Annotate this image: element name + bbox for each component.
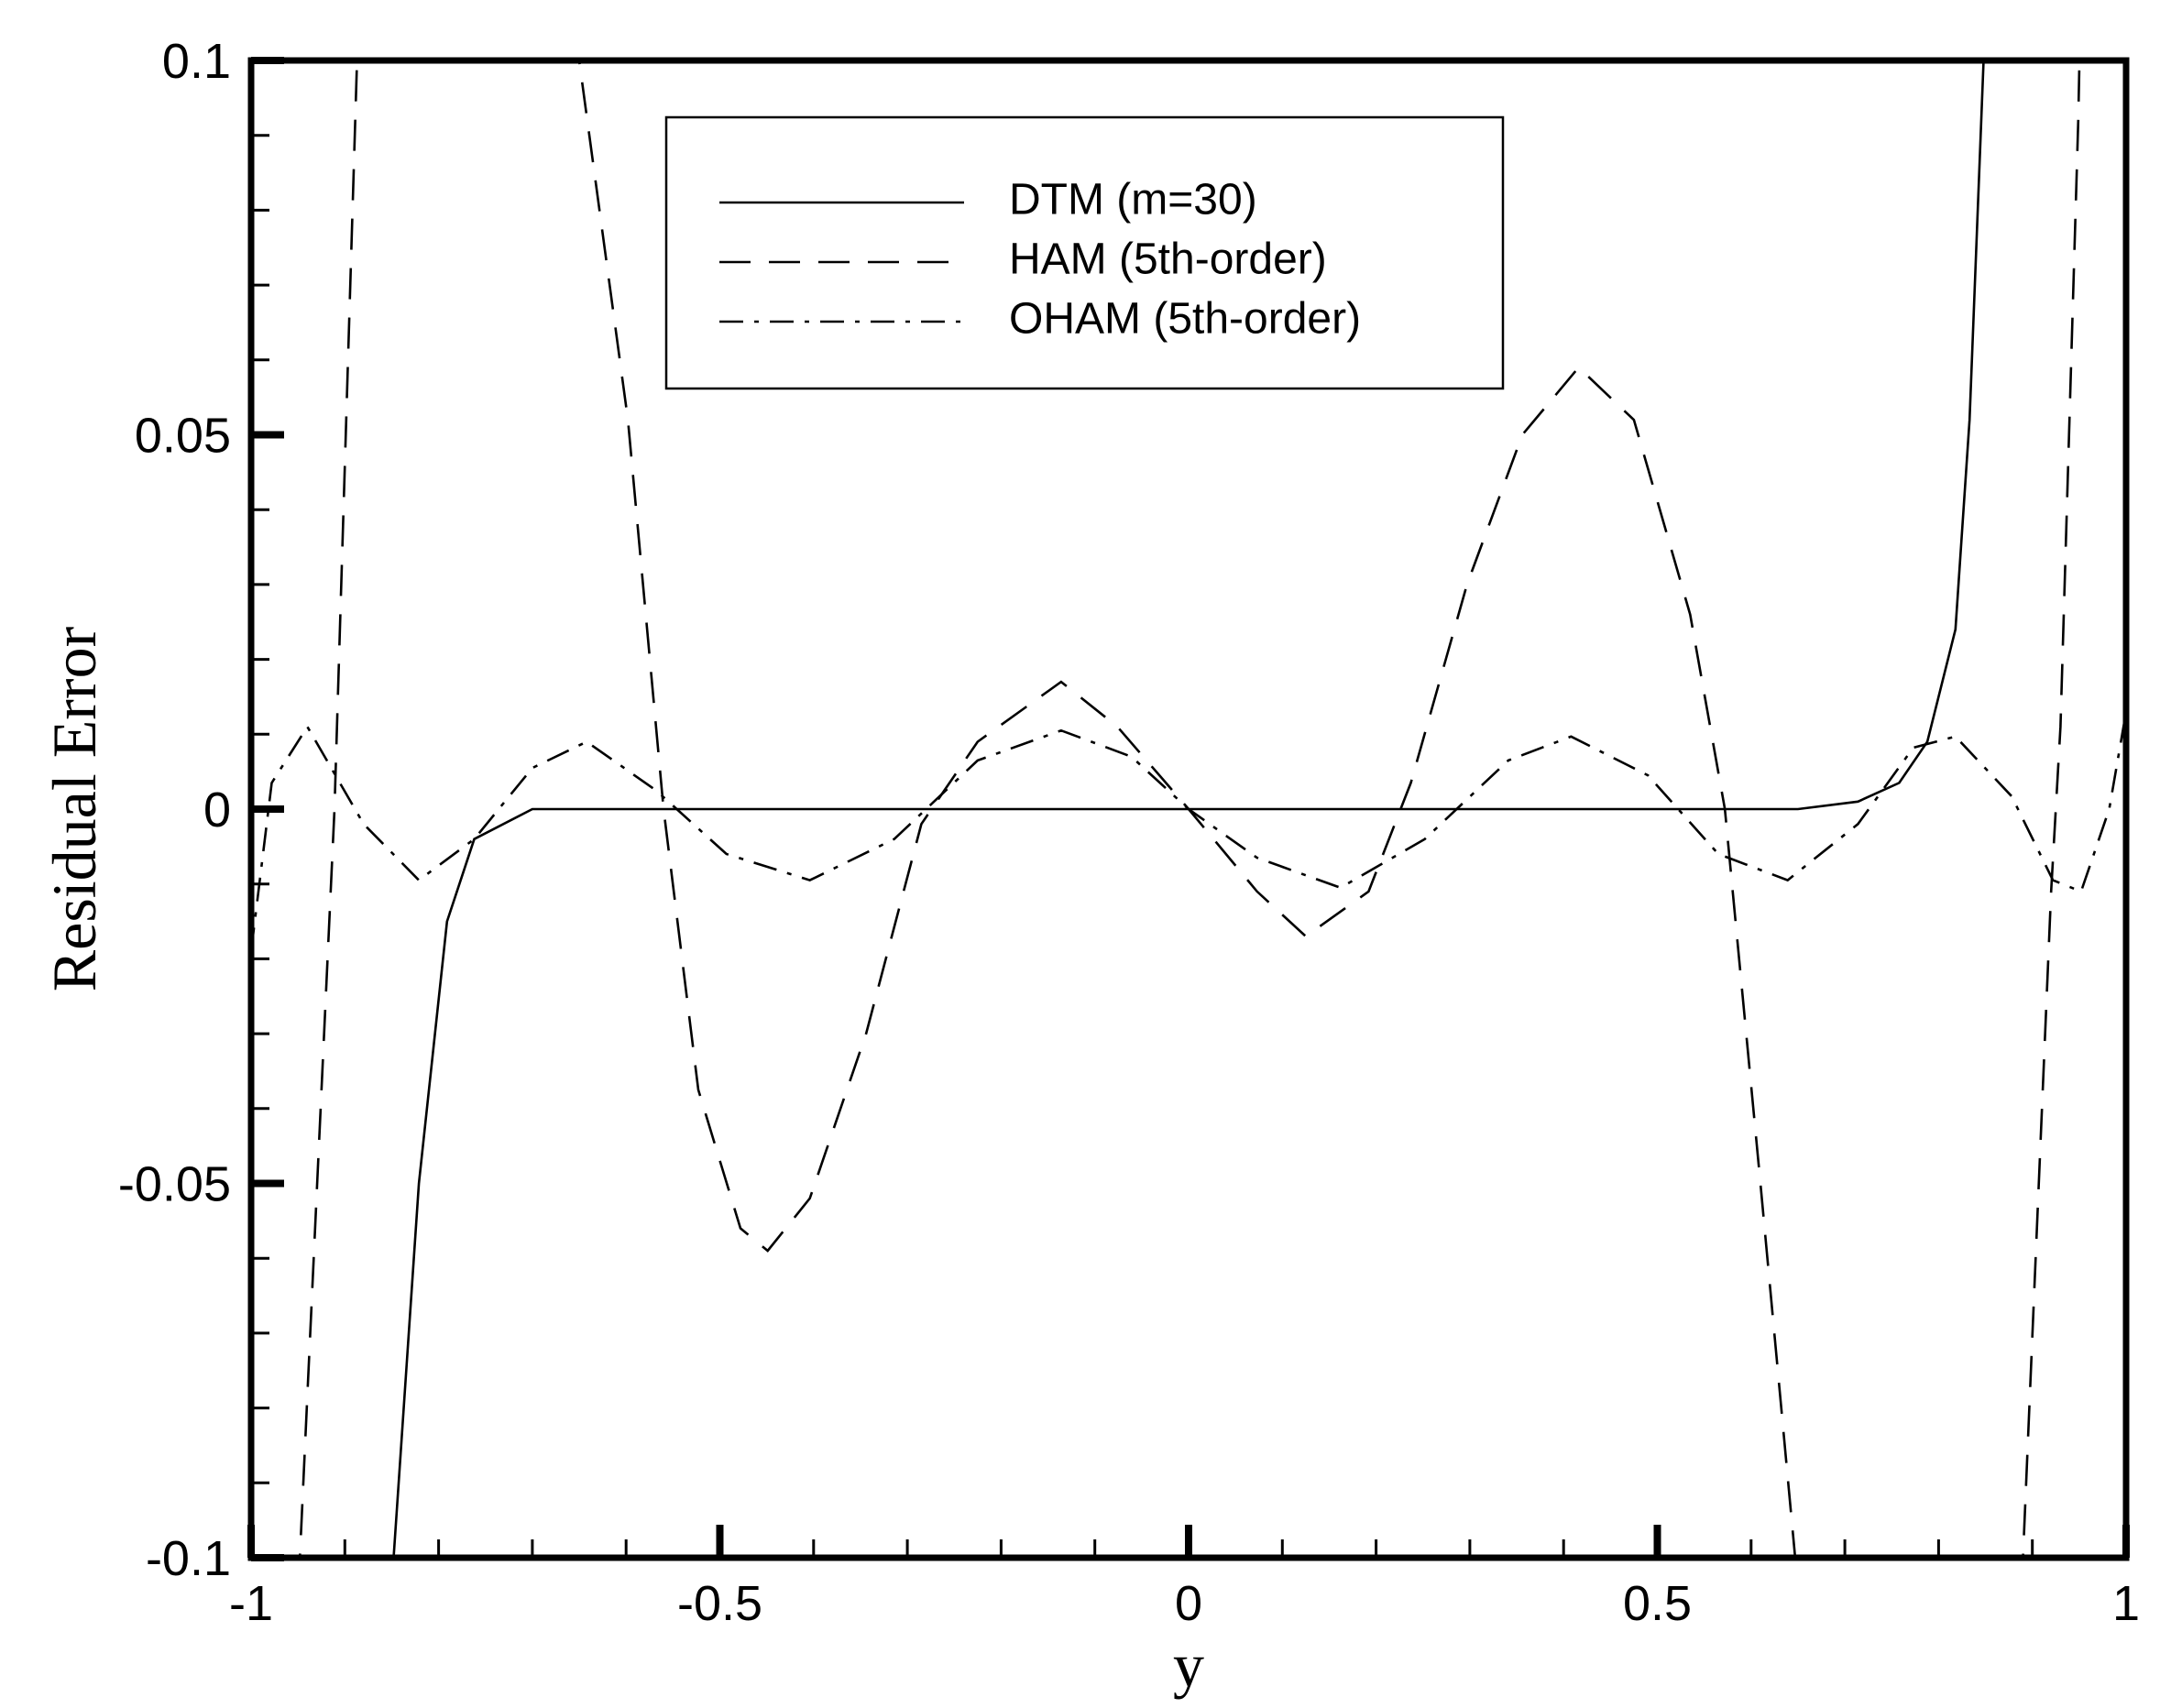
y-tick-label: 0: [203, 783, 231, 838]
series-line: [251, 711, 2126, 952]
y-tick-label: 0.1: [162, 34, 231, 89]
plot-lines: [251, 60, 2126, 1558]
y-axis-label: Residual Error: [39, 626, 109, 991]
y-tick-label: -0.1: [146, 1531, 231, 1586]
y-tick-label: -0.05: [118, 1157, 231, 1212]
legend-label: HAM (5th-order): [1009, 235, 1327, 284]
x-tick-label: 1: [2112, 1576, 2140, 1631]
legend-label: DTM (m=30): [1009, 176, 1257, 224]
x-tick-label: -0.5: [677, 1576, 762, 1631]
x-tick-label: 0: [1175, 1576, 1202, 1631]
x-axis-label: y: [1173, 1630, 1204, 1700]
legend-label: OHAM (5th-order): [1009, 295, 1361, 344]
x-tick-label: -1: [229, 1576, 273, 1631]
plot-frame: [247, 57, 2130, 1561]
legend-box: [664, 115, 1505, 390]
x-tick-label: 0.5: [1623, 1576, 1692, 1631]
series-line: [392, 60, 1985, 1558]
y-tick-label: 0.05: [135, 409, 231, 464]
